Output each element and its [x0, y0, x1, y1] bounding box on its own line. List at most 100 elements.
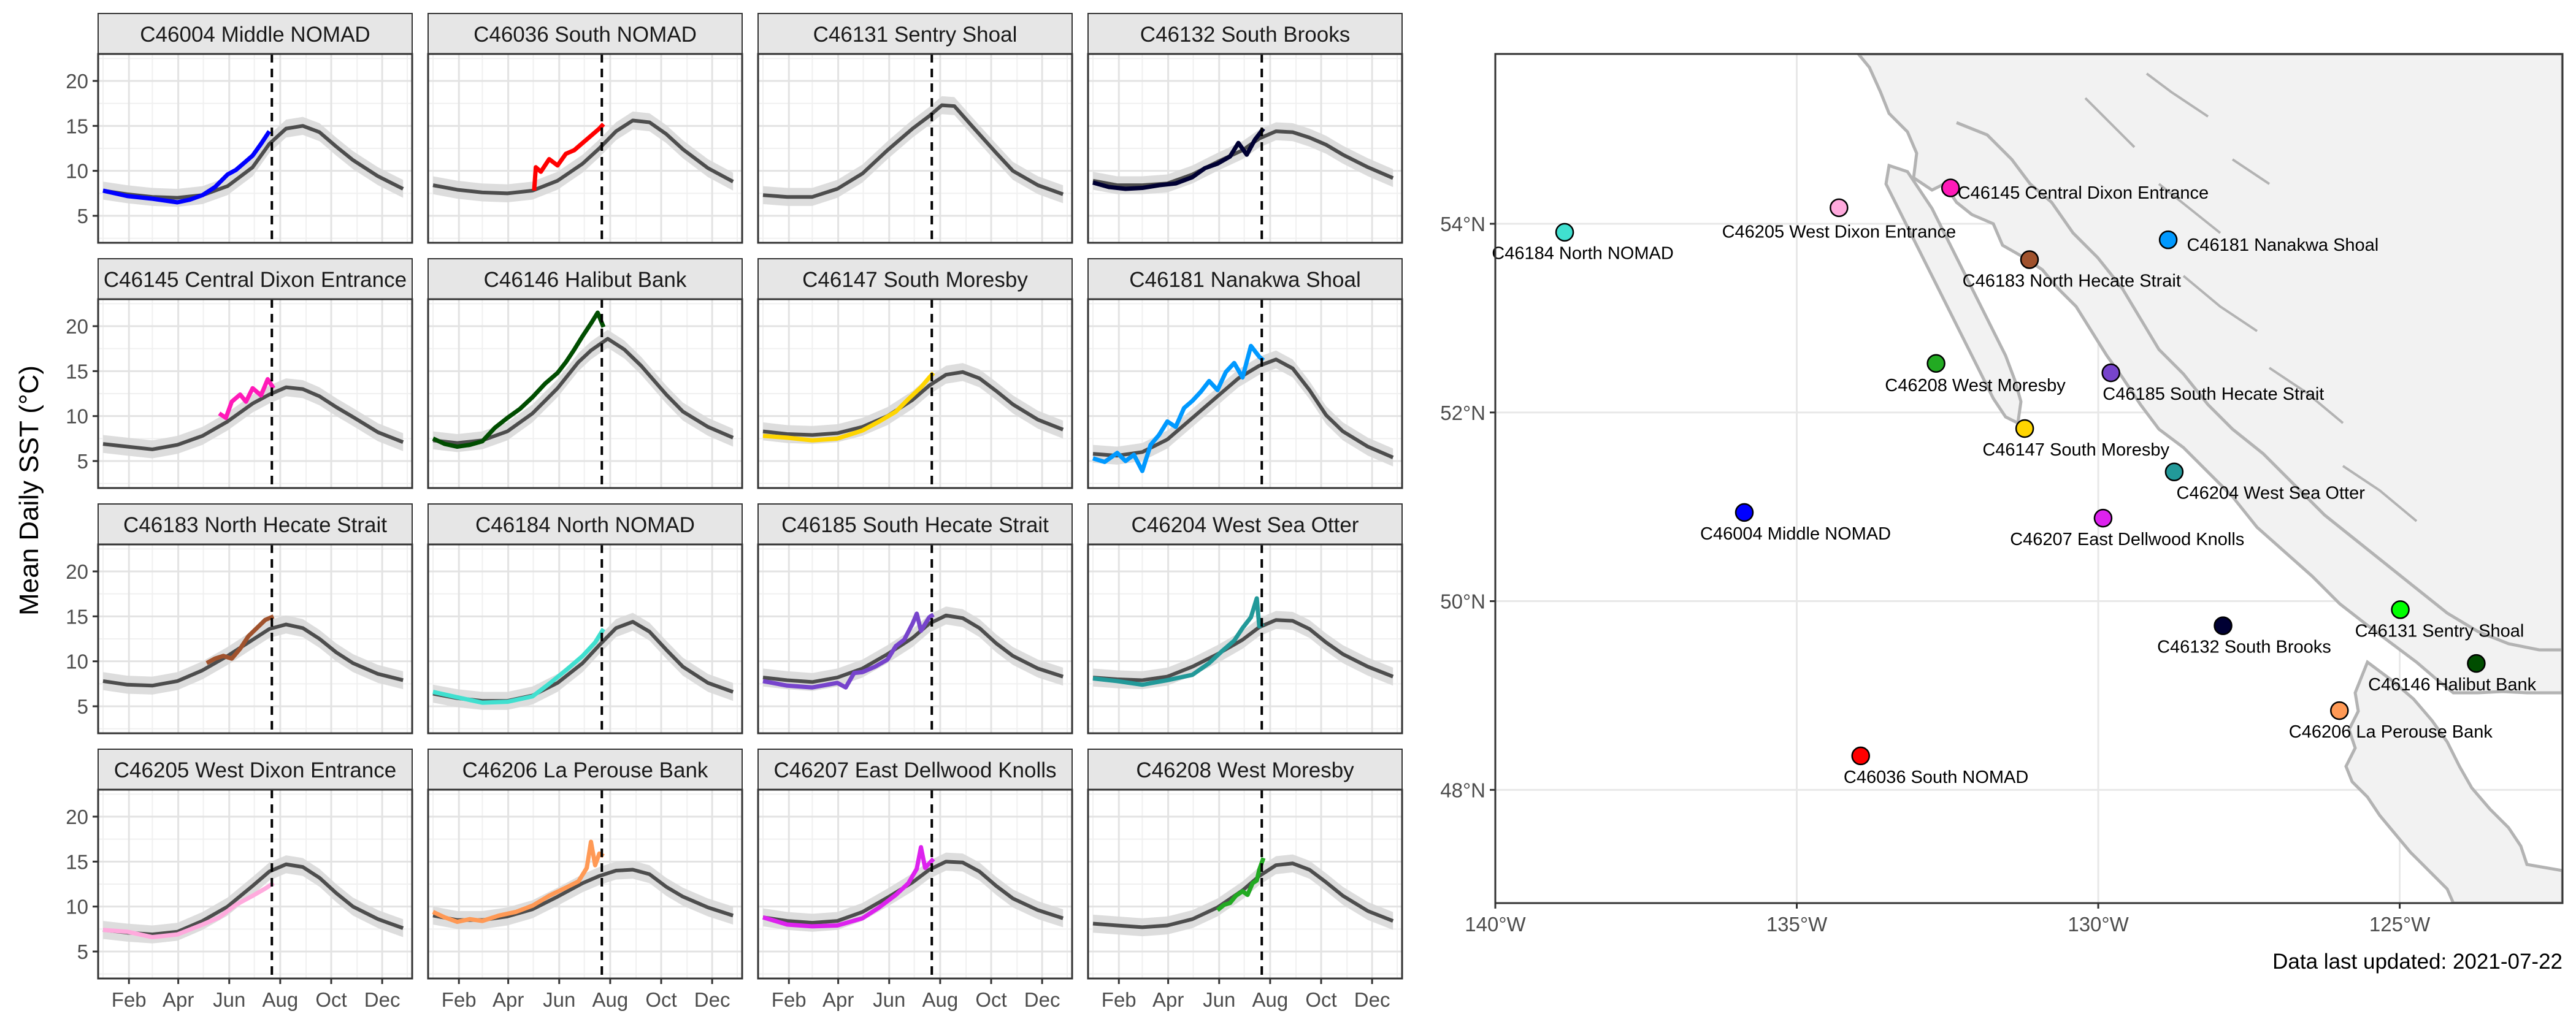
current-year-series — [1092, 596, 1265, 687]
current-year-series — [762, 845, 935, 929]
station-label: C46185 South Hecate Strait — [2103, 384, 2324, 404]
station-marker[interactable] — [1941, 178, 1960, 197]
facet-border — [1087, 298, 1403, 489]
climatology-mean-line — [102, 124, 404, 200]
facet-border — [1087, 788, 1403, 980]
x-tick-label: Oct — [1305, 988, 1336, 1011]
facet-border — [427, 53, 743, 244]
facet-border — [757, 543, 1073, 734]
facet-title: C46204 West Sea Otter — [1132, 513, 1359, 537]
station-marker[interactable] — [2093, 508, 2113, 528]
station-label: C46207 East Dellwood Knolls — [2010, 530, 2244, 549]
station-marker[interactable] — [1851, 746, 1870, 766]
station-marker[interactable] — [2020, 250, 2039, 269]
station-marker[interactable] — [1735, 503, 1754, 522]
current-year-series — [432, 310, 606, 449]
x-tick-label: Jun — [543, 988, 575, 1011]
facet-title: C46208 West Moresby — [1136, 758, 1354, 782]
x-tick-label: Aug — [592, 988, 629, 1011]
x-tick-label: Aug — [922, 988, 959, 1011]
mainland-coast-detail — [1956, 121, 2563, 652]
data-updated-caption: Data last updated: 2021-07-22 — [2272, 950, 2563, 974]
climatology-mean-line — [102, 622, 404, 688]
current-year-series — [432, 839, 605, 925]
station-label: C46146 Halibut Bank — [2368, 675, 2537, 695]
x-tick-label: Dec — [364, 988, 401, 1011]
x-tick-label: Aug — [263, 988, 299, 1011]
station-marker[interactable] — [2015, 419, 2034, 438]
facet-border — [97, 543, 413, 734]
map-x-tick-label: 130°W — [2068, 913, 2129, 936]
climatology-range-band — [433, 111, 734, 202]
facet-title: C46147 South Moresby — [802, 268, 1028, 292]
facet-panel: C46147 South Moresby — [757, 258, 1073, 489]
climatology-range-band — [103, 378, 404, 459]
facet-border — [757, 53, 1073, 244]
map-y-tick-label: 54°N — [1440, 213, 1485, 235]
current-year-series — [102, 881, 275, 940]
facet-panel: C46206 La Perouse Bank Feb Apr Jun Aug Oct Dec — [427, 749, 743, 1011]
climatology-range-band — [103, 615, 404, 695]
facet-grid: C46004 Middle NOMAD 5 10 15 20 C46036 South N… — [66, 13, 1403, 1011]
facet-panel: C46132 South Brooks — [1087, 13, 1403, 244]
facet-panel: C46204 West Sea Otter — [1087, 503, 1403, 734]
facet-title: C46185 South Hecate Strait — [781, 513, 1049, 537]
facet-title: C46036 South NOMAD — [473, 23, 697, 47]
station-marker[interactable] — [2164, 462, 2184, 481]
facet-panel: C46131 Sentry Shoal — [757, 13, 1073, 244]
facet-border — [1087, 53, 1403, 244]
facet-title: C46205 West Dixon Entrance — [114, 758, 396, 782]
x-tick-label: Oct — [315, 988, 347, 1011]
station-marker[interactable] — [2158, 230, 2178, 250]
facet-strip — [757, 13, 1073, 55]
facet-panel: C46181 Nanakwa Shoal — [1087, 258, 1403, 489]
facet-title: C46207 East Dellwood Knolls — [773, 758, 1056, 782]
facet-strip — [427, 503, 743, 545]
x-tick-label: Feb — [442, 988, 477, 1011]
y-tick-label: 20 — [66, 70, 88, 93]
facet-border — [427, 788, 743, 980]
x-tick-label: Feb — [772, 988, 807, 1011]
facet-panel: C46207 East Dellwood Knolls Feb Apr Jun Aug O… — [757, 749, 1073, 1011]
climatology-range-band — [763, 852, 1064, 932]
station-marker[interactable] — [2467, 654, 2486, 673]
map-x-tick-label: 140°W — [1465, 913, 1526, 936]
climatology-mean-line — [762, 103, 1064, 199]
facet-strip — [757, 258, 1073, 300]
station-marker[interactable] — [2101, 363, 2120, 383]
station-marker[interactable] — [1830, 198, 1849, 218]
y-tick-label: 5 — [77, 450, 88, 473]
facet-border — [757, 298, 1073, 489]
map-y-tick-label: 50°N — [1440, 590, 1485, 613]
map-panel-border — [1494, 53, 2564, 904]
station-marker[interactable] — [2391, 600, 2410, 619]
facet-border — [97, 298, 413, 489]
station-label: C46206 La Perouse Bank — [2289, 722, 2493, 742]
map-axes: 140°W 135°W 130°W 125°W 48°N 50°N 52°N 54°N — [1440, 213, 2431, 936]
station-map: C46184 North NOMAD C46205 West Dixon Entr… — [1440, 53, 2564, 936]
station-marker[interactable] — [2214, 616, 2233, 635]
station-marker[interactable] — [1926, 354, 1945, 373]
station-label: C46183 North Hecate Strait — [1963, 271, 2181, 291]
map-x-tick-label: 135°W — [1766, 913, 1828, 936]
climatology-mean-line — [762, 370, 1064, 437]
station-label: C46132 South Brooks — [2157, 637, 2331, 657]
facet-title: C46131 Sentry Shoal — [813, 23, 1018, 47]
climatology-mean-line — [432, 118, 734, 196]
station-marker[interactable] — [2330, 701, 2349, 720]
facet-title: C46184 North NOMAD — [475, 513, 695, 537]
map-y-tick-label: 48°N — [1440, 779, 1485, 801]
facet-panel: C46205 West Dixon Entrance 5 10 15 20 Feb Apr J… — [66, 749, 413, 1011]
vancouver-island — [2344, 660, 2563, 903]
x-tick-label: Dec — [1354, 988, 1390, 1011]
facet-strip — [98, 503, 413, 545]
map-x-tick-label: 125°W — [2369, 913, 2431, 936]
station-marker[interactable] — [1555, 223, 1574, 242]
current-year-series — [1092, 343, 1265, 473]
facet-title: C46183 North Hecate Strait — [123, 513, 387, 537]
climatology-mean-line — [762, 860, 1064, 925]
facet-title: C46206 La Perouse Bank — [462, 758, 708, 782]
y-tick-label: 10 — [66, 896, 88, 918]
facet-border — [1087, 543, 1403, 734]
